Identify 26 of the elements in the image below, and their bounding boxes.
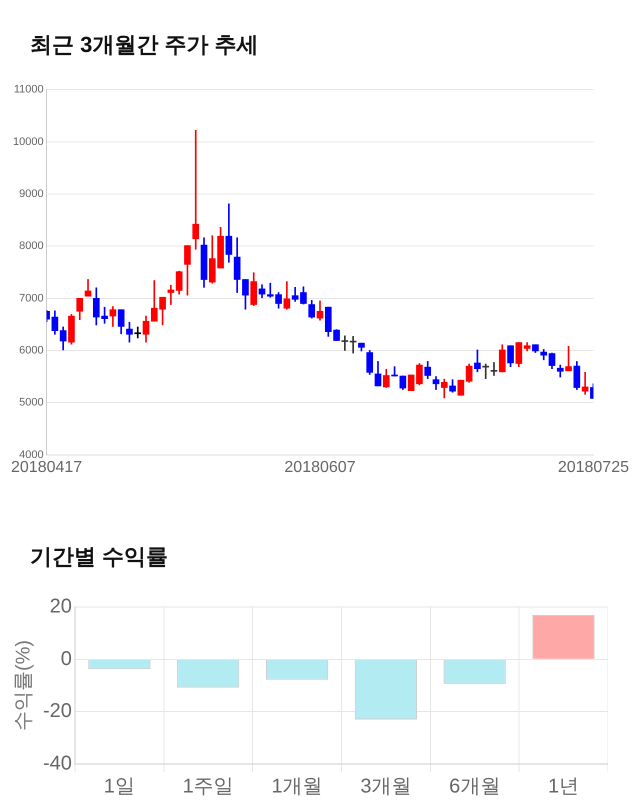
y-tick-label: 8000	[19, 240, 44, 252]
x-tick-label: 1주일	[182, 776, 234, 798]
x-tick-label: 6개월	[449, 776, 500, 798]
y-tick-label: 9000	[19, 188, 44, 200]
y-axis-title: 수익률(%)	[12, 640, 35, 732]
y-tick-label: 4000	[19, 448, 44, 461]
y-tick-label: 10000	[13, 136, 44, 148]
chart-title: 기간별 수익률	[29, 543, 170, 571]
y-tick-label: -40	[43, 752, 72, 775]
y-tick-label: 20	[50, 596, 72, 618]
y-tick-label: 7000	[19, 292, 44, 304]
y-tick-label: 11000	[14, 84, 44, 96]
x-tick-label: 20180417	[11, 458, 82, 476]
y-tick-label: 0	[60, 648, 72, 670]
x-tick-label: 1년	[548, 776, 580, 798]
y-tick-label: 5000	[19, 396, 44, 409]
x-tick-label: 3개월	[360, 776, 412, 798]
y-tick-label: 6000	[19, 344, 44, 356]
candlestick	[490, 362, 498, 376]
x-tick-label: 1개월	[271, 776, 323, 798]
x-tick-label: 20180725	[558, 458, 630, 476]
candlestick	[565, 346, 572, 372]
chart-title: 최근 3개월간 주가 추세	[29, 31, 260, 59]
y-tick-label: -20	[43, 700, 72, 722]
x-tick-label: 1일	[104, 776, 135, 798]
x-tick-label: 20180607	[284, 458, 356, 476]
